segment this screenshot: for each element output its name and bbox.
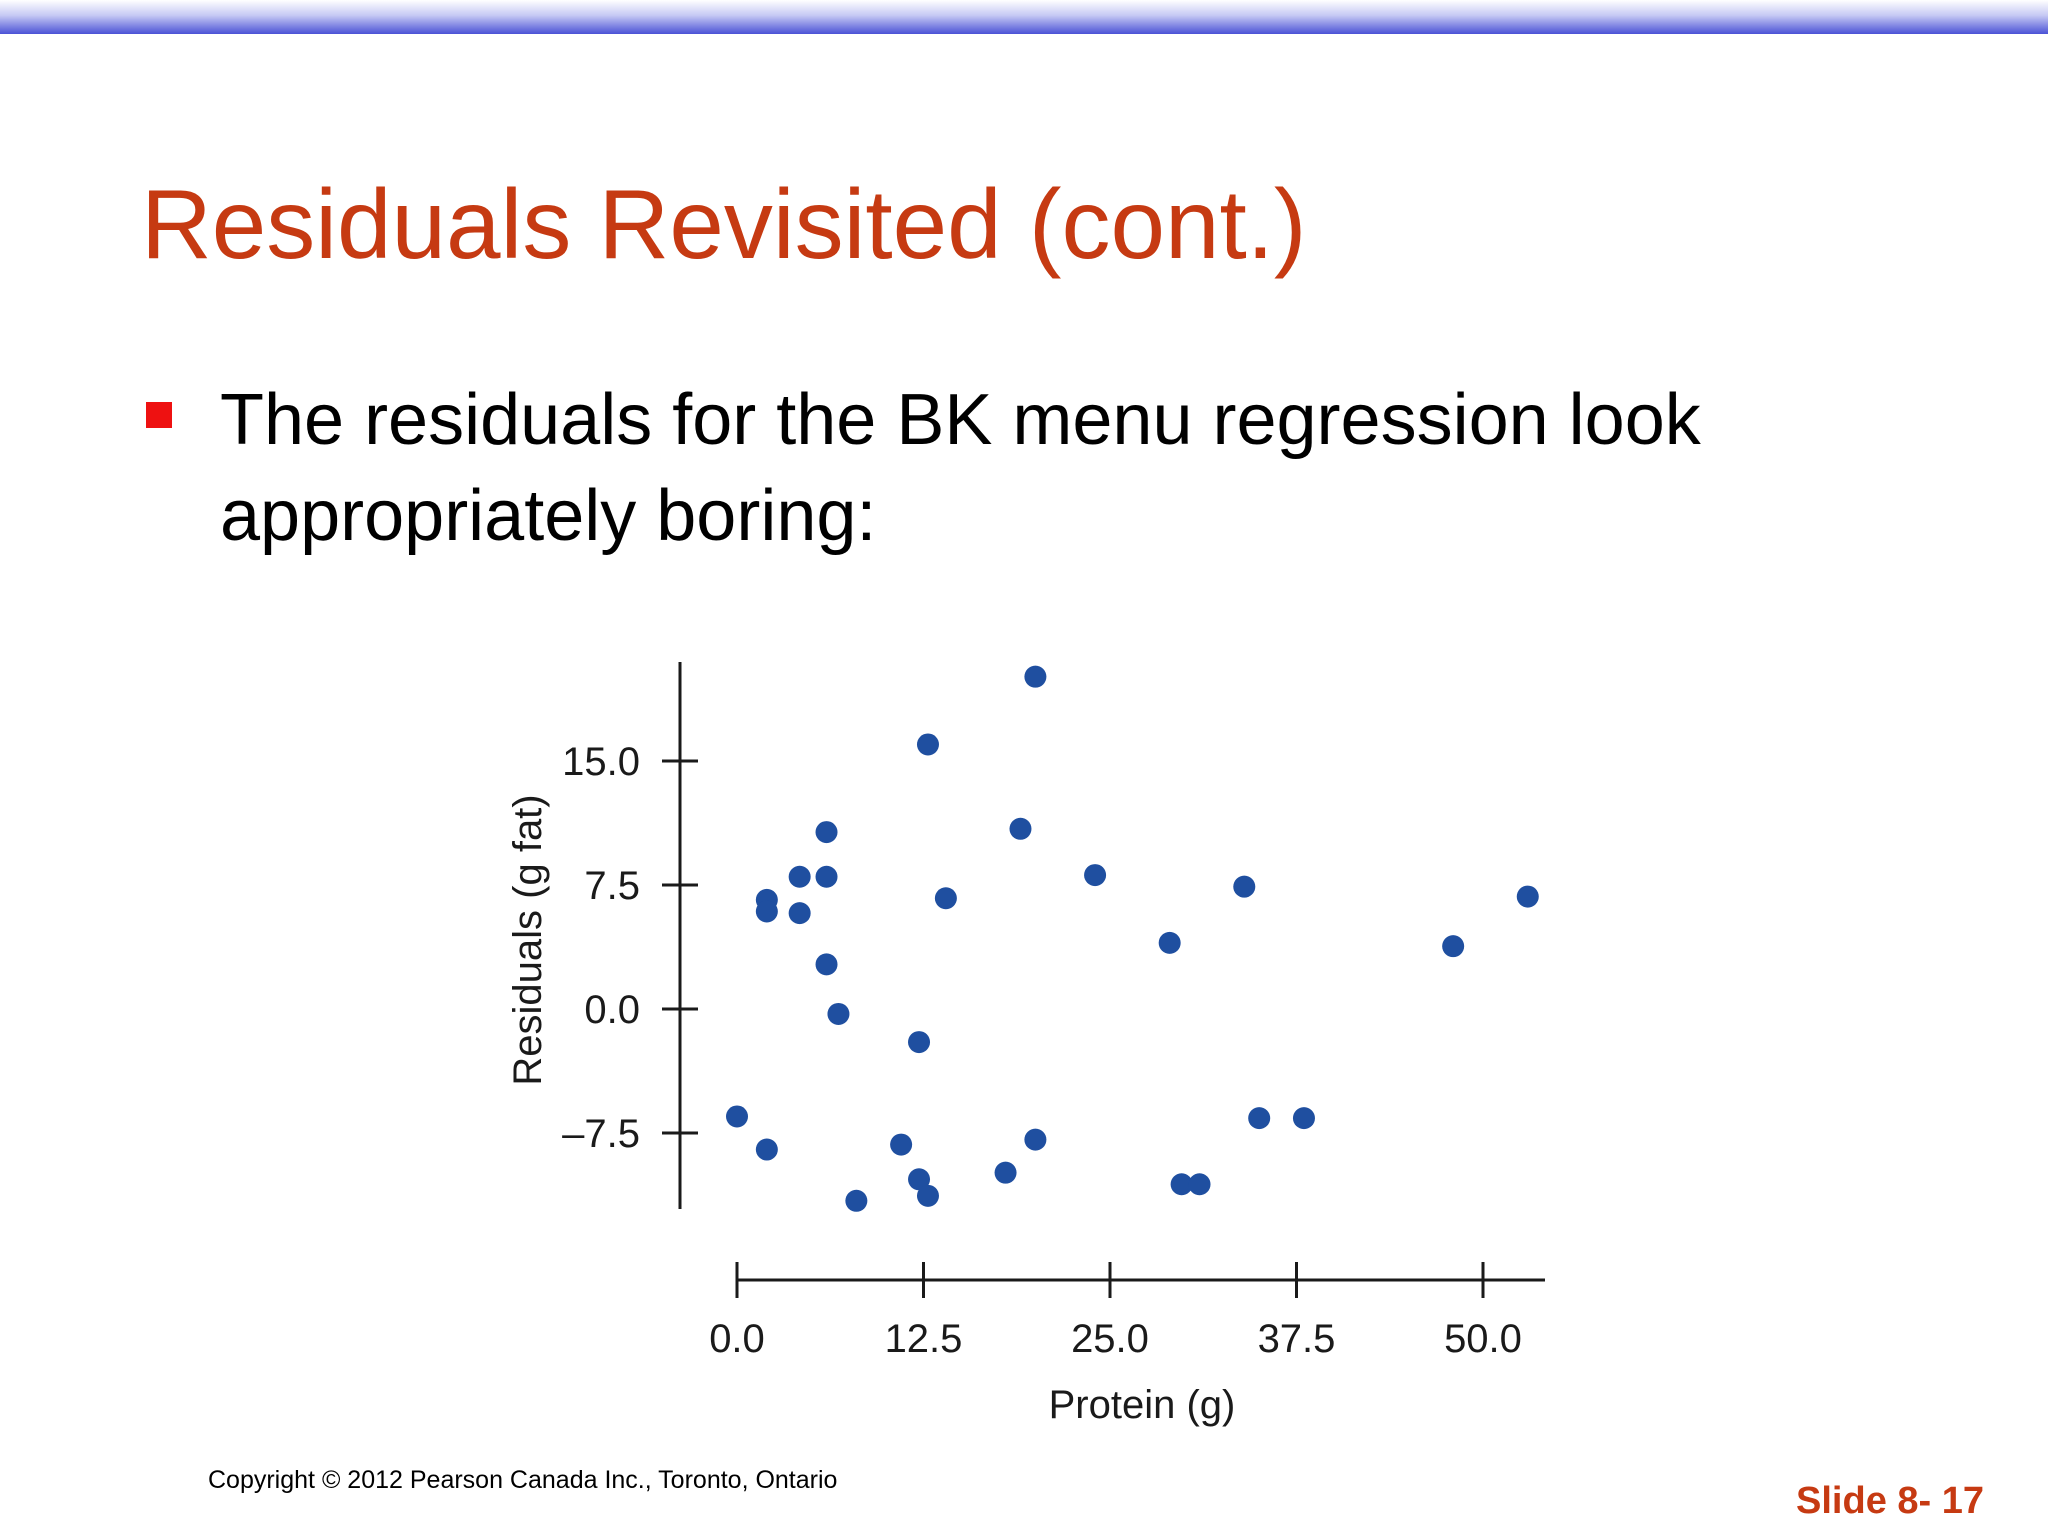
data-point — [1084, 864, 1107, 887]
data-point — [994, 1161, 1017, 1184]
data-point — [755, 900, 778, 923]
x-tick-label: 37.5 — [1258, 1317, 1336, 1361]
data-point — [827, 1002, 850, 1025]
bullet-text: The residuals for the BK menu regression… — [220, 380, 1701, 556]
data-point — [788, 902, 811, 925]
data-point — [1442, 935, 1465, 958]
data-point — [1292, 1107, 1315, 1130]
copyright-text: Copyright © 2012 Pearson Canada Inc., To… — [208, 1466, 838, 1494]
data-point — [815, 953, 838, 976]
data-point — [1158, 931, 1181, 954]
data-point — [726, 1105, 748, 1128]
data-point — [755, 1138, 778, 1161]
y-tick-label: –7.5 — [562, 1112, 640, 1156]
data-point — [934, 887, 957, 910]
bullet-square-icon — [146, 402, 172, 428]
y-tick-label: 7.5 — [584, 864, 640, 908]
x-axis-title: Protein (g) — [1049, 1383, 1236, 1427]
data-point — [788, 865, 811, 888]
data-points — [726, 665, 1539, 1212]
data-point — [1024, 665, 1047, 688]
y-tick-label: 0.0 — [584, 988, 640, 1032]
x-tick-label: 0.0 — [709, 1317, 765, 1361]
data-point — [1233, 875, 1256, 898]
data-point — [1009, 817, 1032, 840]
data-point — [815, 865, 838, 888]
x-tick-label: 25.0 — [1071, 1317, 1149, 1361]
data-point — [908, 1168, 931, 1191]
x-ticks: 0.0 12.5 25.0 37.5 50.0 — [709, 1262, 1522, 1361]
data-point — [890, 1133, 913, 1156]
data-point — [1170, 1173, 1193, 1196]
slide-top-bar — [0, 0, 2048, 34]
data-point — [916, 1184, 939, 1207]
data-point — [815, 821, 838, 844]
data-point — [908, 1031, 931, 1054]
data-point — [845, 1189, 868, 1212]
y-ticks: –7.5 0.0 7.5 15.0 — [562, 740, 698, 1156]
slide-title: Residuals Revisited (cont.) — [141, 169, 1307, 279]
data-point — [1024, 1128, 1047, 1151]
y-axis-title: Residuals (g fat) — [506, 794, 550, 1085]
data-point — [1248, 1107, 1271, 1130]
data-point — [1188, 1173, 1211, 1196]
slide-number: Slide 8- 17 — [1796, 1480, 1984, 1522]
x-tick-label: 50.0 — [1444, 1317, 1522, 1361]
x-tick-label: 12.5 — [885, 1317, 963, 1361]
data-point — [916, 733, 939, 756]
y-tick-label: 15.0 — [562, 740, 640, 784]
data-point — [1516, 885, 1539, 908]
